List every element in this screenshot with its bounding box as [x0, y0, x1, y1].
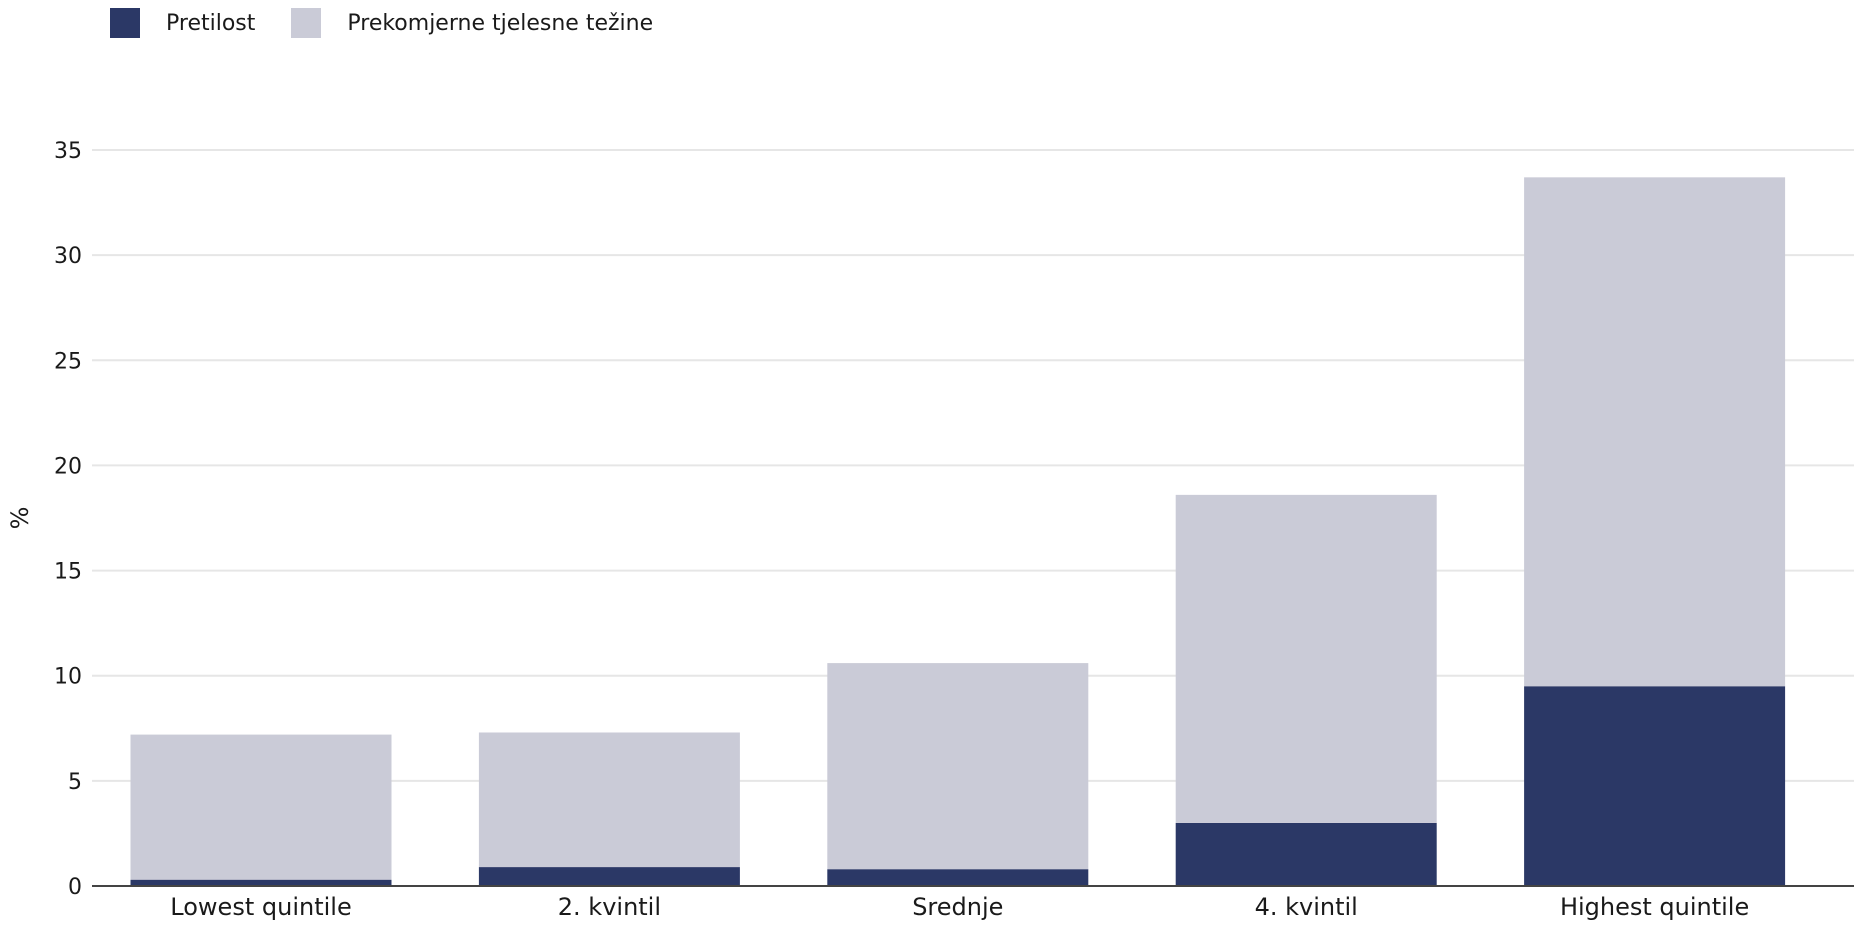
legend-swatch-obesity [110, 8, 140, 38]
y-tick-label-35: 35 [54, 139, 82, 164]
y-axis-title: % [6, 507, 34, 530]
bar-overweight-3 [1175, 494, 1437, 823]
legend-swatch-overweight [291, 8, 322, 38]
bar-obesity-0 [130, 879, 392, 886]
y-tick-label-20: 20 [54, 454, 82, 479]
x-tick-label-2: Srednje [912, 893, 1003, 921]
bar-obesity-4 [1524, 686, 1786, 886]
legend-label-overweight: Prekomjerne tjelesne težine [347, 10, 654, 36]
x-tick-label-4: Highest quintile [1560, 893, 1749, 921]
y-tick-label-15: 15 [54, 560, 82, 585]
x-tick-label-3: 4. kvintil [1255, 893, 1358, 921]
y-tick-label-10: 10 [54, 665, 82, 690]
bar-overweight-4 [1524, 177, 1786, 687]
bars-layer [130, 177, 1786, 886]
bar-obesity-3 [1175, 822, 1437, 886]
y-tick-label-5: 5 [68, 770, 82, 795]
x-tick-label-1: 2. kvintil [558, 893, 661, 921]
legend: Pretilost Prekomjerne tjelesne težine [110, 8, 689, 38]
bar-overweight-1 [478, 732, 740, 868]
bar-obesity-2 [827, 869, 1089, 886]
legend-item-overweight: Prekomjerne tjelesne težine [291, 8, 653, 38]
bar-overweight-2 [827, 663, 1089, 870]
y-tick-label-25: 25 [54, 349, 82, 374]
x-tick-label-0: Lowest quintile [170, 893, 351, 921]
legend-label-obesity: Pretilost [166, 10, 256, 36]
legend-item-obesity: Pretilost [110, 8, 255, 38]
y-tick-label-0: 0 [68, 875, 82, 900]
bar-obesity-1 [478, 867, 740, 886]
bar-overweight-0 [130, 734, 392, 880]
y-tick-label-30: 30 [54, 244, 82, 269]
label-layer: 0 5 10 15 20 25 30 35% Lowest quintile 2. kvintil… [6, 139, 1749, 921]
